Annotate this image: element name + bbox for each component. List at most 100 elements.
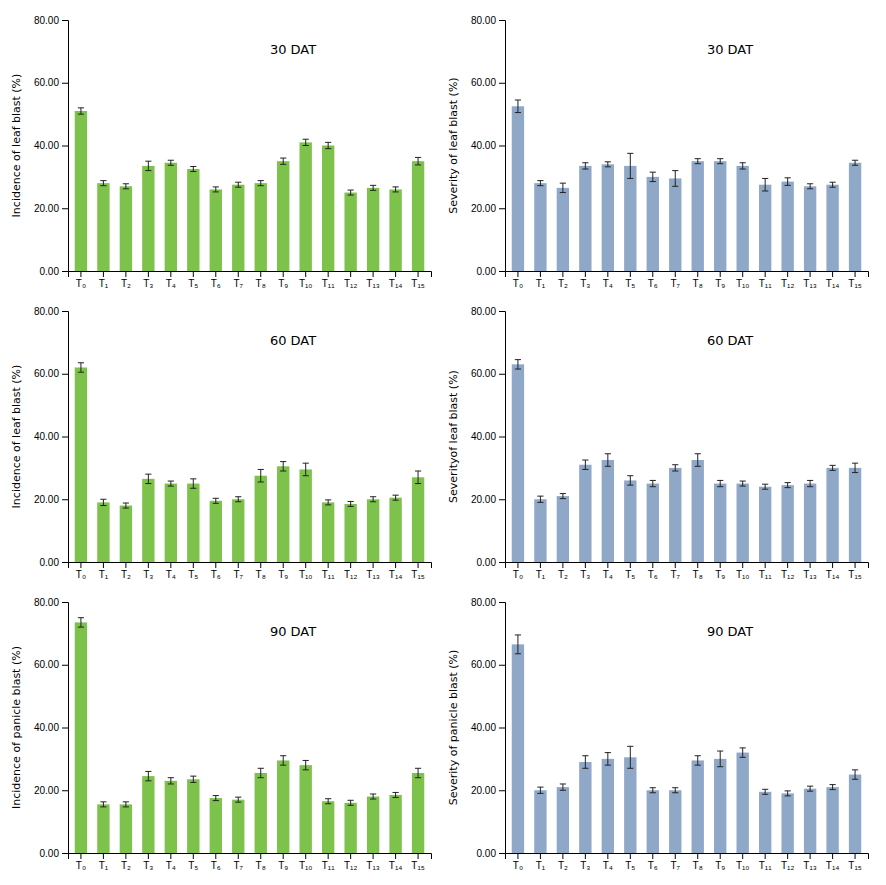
x-tick-label: T₁	[99, 569, 109, 580]
x-tick: T₁₅	[848, 853, 862, 871]
x-tick-label: T₁₁	[322, 569, 335, 580]
panel: 0.0020.0040.0060.0080.00T₀T₁T₂T₃T₄T₅T₆T₇…	[447, 597, 869, 871]
x-tick-mark	[810, 853, 811, 859]
error-stem	[418, 157, 419, 165]
error-bar	[325, 799, 331, 804]
error-stem	[80, 108, 81, 114]
axis-line	[506, 854, 869, 860]
x-tick: T₇	[233, 271, 243, 289]
error-cap	[807, 480, 813, 481]
error-stem	[283, 158, 284, 164]
x-tick-label: T₄	[166, 569, 176, 580]
error-stem	[652, 172, 653, 181]
bar	[624, 166, 636, 271]
bar	[322, 801, 334, 853]
y-tick: 80.00	[34, 15, 68, 26]
error-bar	[348, 501, 354, 506]
error-bar	[348, 190, 354, 195]
x-tick-mark	[305, 562, 306, 568]
error-cap	[740, 481, 746, 482]
x-tick-label: T₃	[143, 860, 153, 871]
x-tick-label: T₆	[211, 569, 221, 580]
x-tick-mark	[328, 853, 329, 859]
error-bar	[695, 756, 701, 765]
bar	[344, 803, 356, 853]
x-tick-mark	[607, 271, 608, 277]
x-tick-label: T₇	[670, 860, 680, 871]
error-stem	[810, 786, 811, 791]
x-tick: T₁₅	[411, 562, 425, 580]
error-stem	[373, 497, 374, 502]
x-tick-mark	[630, 853, 631, 859]
error-bar	[852, 770, 858, 779]
error-bar	[213, 187, 219, 192]
x-tick-label: T₁₀	[736, 278, 750, 289]
x-tick-mark	[562, 271, 563, 277]
error-bar	[145, 474, 151, 483]
error-cap	[560, 183, 566, 184]
error-bar	[717, 751, 723, 767]
x-tick-mark	[125, 853, 126, 859]
error-cap	[415, 768, 421, 769]
x-tick-label: T₁₀	[736, 569, 750, 580]
error-cap	[145, 161, 151, 162]
x-tick-mark	[350, 853, 351, 859]
error-bar	[78, 108, 84, 114]
error-stem	[103, 499, 104, 505]
y-tick: 40.00	[471, 431, 505, 442]
x-tick-mark	[170, 271, 171, 277]
error-cap	[213, 186, 219, 187]
y-tick-label: 0.00	[477, 557, 497, 568]
x-tick-mark	[125, 271, 126, 277]
x-tick-label: T₂	[121, 860, 131, 871]
error-stem	[765, 484, 766, 489]
y-tick-mark	[499, 271, 505, 272]
x-tick: T₄	[166, 853, 176, 871]
bar	[412, 161, 424, 271]
error-stem	[395, 187, 396, 192]
y-tick-mark	[499, 665, 505, 666]
x-tick-mark	[630, 562, 631, 568]
error-stem	[193, 167, 194, 172]
bar	[826, 468, 838, 562]
y-axis-title: Severityof leaf blast (%)	[447, 370, 460, 503]
x-tick-mark	[810, 562, 811, 568]
error-cap	[852, 165, 858, 166]
error-stem	[305, 760, 306, 769]
x-tick-label: T₁₂	[781, 569, 794, 580]
y-tick: 60.00	[34, 368, 68, 379]
axis-line	[506, 272, 869, 278]
y-tick-mark	[499, 83, 505, 84]
y-tick: 40.00	[471, 140, 505, 151]
axis-line	[499, 603, 506, 854]
x-tick-label: T₁₃	[803, 278, 817, 289]
x-tick-mark	[540, 853, 541, 859]
error-cap	[717, 480, 723, 481]
x-tick-label: T₁₃	[366, 860, 380, 871]
bar	[534, 499, 546, 562]
x-tick-mark	[630, 271, 631, 277]
x-tick: T₅	[625, 853, 635, 871]
bar	[579, 166, 591, 271]
error-bar	[830, 465, 836, 470]
error-cap	[785, 795, 791, 796]
y-axis: 0.0020.0040.0060.0080.00	[34, 597, 69, 859]
x-axis: T₀T₁T₂T₃T₄T₅T₆T₇T₈T₉T₁₀T₁₁T₁₂T₁₃T₁₄T₁₅	[506, 853, 869, 871]
error-cap	[695, 453, 701, 454]
x-tick-mark	[373, 562, 374, 568]
y-tick-mark	[62, 146, 68, 147]
panel: 0.0020.0040.0060.0080.00T₀T₁T₂T₃T₄T₅T₆T₇…	[10, 597, 432, 871]
error-cap	[303, 760, 309, 761]
error-cap	[740, 162, 746, 163]
x-tick: T₁	[99, 271, 109, 289]
error-cap	[627, 475, 633, 476]
x-tick: T₁	[536, 853, 546, 871]
bar	[759, 185, 771, 271]
y-axis-title: Incidence of leaf blast (%)	[10, 74, 23, 218]
x-tick-label: T₄	[166, 278, 176, 289]
x-tick: T₁₂	[344, 271, 357, 289]
error-cap	[280, 471, 286, 472]
error-cap	[325, 798, 331, 799]
error-stem	[305, 139, 306, 145]
y-tick-label: 60.00	[34, 77, 59, 88]
